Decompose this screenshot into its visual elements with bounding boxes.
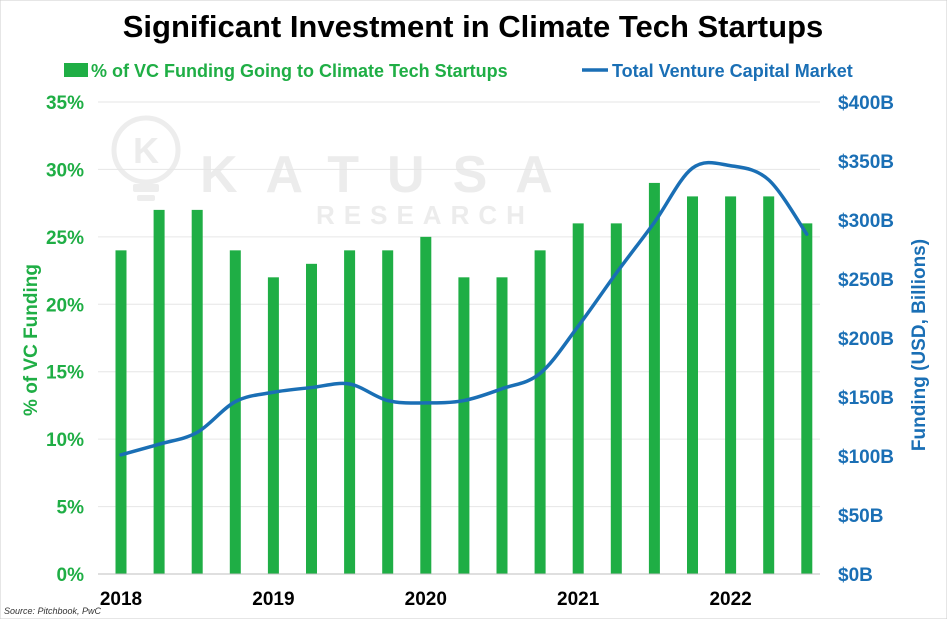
x-tick-label: 2018: [100, 589, 142, 610]
chart-title: Significant Investment in Climate Tech S…: [123, 9, 824, 44]
left-y-axis-ticks: 0% 5% 10% 15% 20% 25% 30% 35%: [46, 93, 84, 586]
left-y-tick-label: 5%: [57, 498, 85, 519]
bar: [572, 223, 584, 574]
watermark-letter: K: [133, 130, 159, 171]
katusa-watermark-logo: K KATUSA RESEARCH: [111, 115, 581, 230]
right-y-tick-label: $0B: [838, 565, 873, 586]
bar: [306, 263, 317, 574]
vc-market-line: [119, 160, 809, 457]
bar: [153, 209, 165, 574]
bar: [191, 209, 203, 574]
right-y-tick-label: $150B: [838, 388, 894, 409]
left-y-tick-label: 25%: [46, 228, 84, 249]
left-y-tick-label: 10%: [46, 430, 84, 451]
bar: [115, 250, 127, 575]
bar: [458, 277, 470, 574]
left-y-tick-label: 20%: [46, 295, 84, 316]
left-y-tick-label: 30%: [46, 160, 84, 181]
bar: [801, 223, 813, 574]
bar: [610, 223, 622, 574]
right-axis-label: Funding (USD, Billions): [909, 239, 930, 451]
right-y-tick-label: $100B: [838, 447, 894, 468]
legend: % of VC Funding Going to Climate Tech St…: [64, 61, 853, 81]
legend-label-bar: % of VC Funding Going to Climate Tech St…: [91, 61, 508, 81]
right-y-tick-label: $350B: [838, 152, 894, 173]
bar: [687, 196, 698, 574]
source-note: Source: Pitchbook, PwC: [4, 606, 102, 616]
x-axis-ticks: 2018 2019 2020 2021 2022: [100, 589, 752, 610]
x-tick-label: 2022: [709, 589, 751, 610]
left-y-tick-label: 35%: [46, 93, 84, 114]
x-tick-label: 2019: [252, 589, 294, 610]
bar: [763, 196, 775, 574]
right-y-axis-ticks: $0B $50B $100B $150B $200B $250B $300B $350B $40…: [838, 93, 894, 586]
bar: [229, 250, 241, 575]
legend-swatch-bar: [64, 63, 88, 77]
bar: [534, 250, 546, 575]
left-axis-label: % of VC Funding: [21, 264, 42, 416]
right-y-tick-label: $400B: [838, 93, 894, 114]
left-y-tick-label: 0%: [57, 565, 85, 586]
right-y-tick-label: $250B: [838, 270, 894, 291]
bar: [648, 182, 660, 574]
left-y-tick-label: 15%: [46, 363, 84, 384]
watermark-name: KATUSA: [200, 146, 581, 204]
bar: [496, 277, 508, 574]
bar: [344, 250, 356, 575]
right-y-tick-label: $300B: [838, 211, 894, 232]
bar-series: [115, 182, 813, 575]
bar: [382, 250, 394, 575]
right-y-tick-label: $200B: [838, 329, 894, 350]
bar: [420, 236, 432, 574]
right-y-tick-label: $50B: [838, 506, 883, 527]
watermark-subtitle: RESEARCH: [316, 200, 534, 230]
bar: [725, 196, 737, 574]
legend-label-line: Total Venture Capital Market: [612, 61, 853, 81]
x-tick-label: 2020: [405, 589, 447, 610]
bar: [267, 277, 279, 574]
x-tick-label: 2021: [557, 589, 600, 610]
